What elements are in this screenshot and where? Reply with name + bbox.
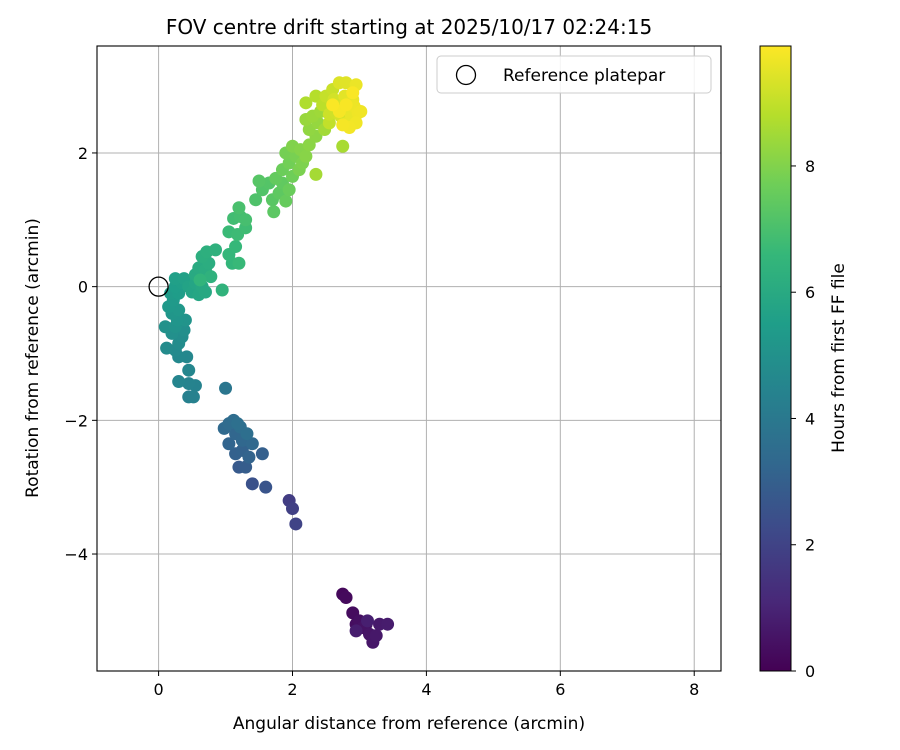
data-point (299, 149, 313, 163)
colorbar-tick-label: 0 (805, 662, 815, 681)
axis-ticks: 0 2 4 6 8 −4 −2 0 2 (64, 144, 699, 699)
data-point (299, 96, 313, 110)
data-point (349, 624, 363, 638)
data-point (282, 183, 296, 197)
data-point (239, 460, 253, 474)
data-point (381, 617, 395, 631)
data-point (204, 270, 218, 284)
data-point (245, 437, 259, 451)
data-point (339, 590, 353, 604)
data-point (339, 76, 353, 90)
data-point (255, 447, 269, 461)
data-point (172, 303, 186, 317)
data-point (160, 341, 174, 355)
colorbar-tick-label: 6 (805, 283, 815, 302)
data-point (209, 243, 223, 257)
data-point (232, 201, 246, 215)
y-tick-label: 2 (78, 144, 88, 163)
y-tick-label: −4 (64, 545, 88, 564)
data-point (289, 517, 303, 531)
data-point (231, 417, 245, 431)
data-point (198, 285, 212, 299)
data-point (249, 193, 263, 207)
data-point (229, 240, 243, 254)
y-axis-label: Rotation from reference (arcmin) (23, 218, 43, 498)
data-point (182, 363, 196, 377)
data-point (360, 614, 374, 628)
data-point (222, 437, 236, 451)
data-point (326, 98, 340, 112)
colorbar-label: Hours from first FF file (829, 263, 849, 453)
x-tick-label: 6 (555, 680, 565, 699)
data-point (182, 377, 196, 391)
colorbar-tick-label: 4 (805, 409, 815, 428)
data-point (219, 381, 233, 395)
data-point (240, 427, 254, 441)
data-point (239, 213, 253, 227)
plot-frame (96, 45, 722, 672)
x-tick-label: 8 (689, 680, 699, 699)
data-point (193, 273, 207, 287)
data-point (186, 390, 200, 404)
data-point (286, 502, 300, 516)
data-point (336, 139, 350, 153)
legend-box (436, 55, 712, 94)
data-point (279, 194, 293, 208)
reference-platepar-marker (148, 276, 169, 297)
colorbar-tick-label: 8 (805, 157, 815, 176)
data-point (354, 105, 368, 119)
data-point (336, 118, 350, 132)
data-points (148, 76, 395, 649)
data-point (252, 174, 266, 188)
legend: Reference platepar (436, 55, 712, 94)
data-point (267, 205, 281, 219)
colorbar-tick-label: 2 (805, 536, 815, 555)
data-point (232, 256, 246, 270)
x-axis-label: Angular distance from reference (arcmin) (233, 714, 585, 734)
data-point (309, 167, 323, 181)
data-point (369, 629, 383, 643)
data-point (242, 450, 256, 464)
y-tick-label: −2 (64, 411, 88, 430)
data-point (245, 477, 259, 491)
colorbar-ticks: 0 2 4 6 8 (791, 157, 815, 681)
x-tick-label: 0 (154, 680, 164, 699)
legend-marker (455, 64, 477, 86)
x-tick-label: 2 (287, 680, 297, 699)
data-point (259, 480, 273, 494)
data-point (158, 320, 172, 334)
y-tick-label: 0 (78, 278, 88, 297)
colorbar (759, 45, 792, 672)
data-point (346, 86, 360, 100)
chart-title: FOV centre drift starting at 2025/10/17 … (166, 15, 652, 39)
data-point (215, 283, 229, 297)
x-tick-label: 4 (421, 680, 431, 699)
data-point (339, 98, 353, 112)
data-point (172, 375, 186, 389)
legend-label: Reference platepar (503, 66, 665, 86)
